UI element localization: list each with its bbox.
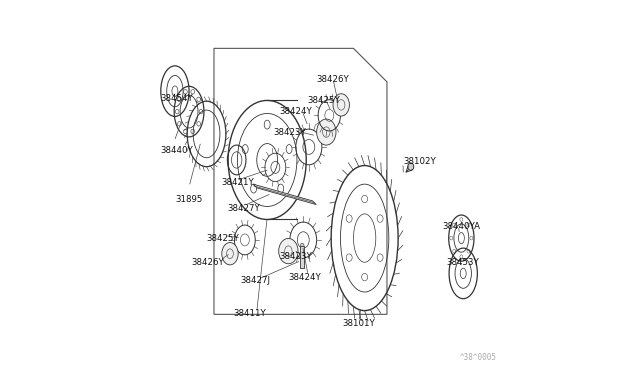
Text: 38424Y: 38424Y — [279, 107, 312, 116]
Ellipse shape — [408, 163, 413, 170]
Ellipse shape — [317, 119, 336, 145]
Text: 38440YA: 38440YA — [443, 222, 481, 231]
Text: ^38^0005: ^38^0005 — [460, 353, 497, 362]
Polygon shape — [300, 246, 304, 268]
Text: 38425Y: 38425Y — [207, 234, 239, 243]
Text: 38440Y: 38440Y — [161, 146, 193, 155]
Text: 38421Y: 38421Y — [221, 178, 254, 187]
Ellipse shape — [333, 94, 349, 116]
Text: 38102Y: 38102Y — [404, 157, 436, 166]
Ellipse shape — [278, 238, 298, 264]
Text: 38427Y: 38427Y — [227, 204, 260, 213]
Text: 38423Y: 38423Y — [279, 252, 312, 261]
Text: 38423Y: 38423Y — [273, 128, 307, 137]
Text: 38454Y: 38454Y — [161, 94, 193, 103]
Text: 38101Y: 38101Y — [342, 319, 375, 328]
Text: 38424Y: 38424Y — [289, 273, 321, 282]
Text: 38453Y: 38453Y — [447, 258, 479, 267]
Text: 38425Y: 38425Y — [307, 96, 340, 105]
Ellipse shape — [222, 243, 238, 265]
Polygon shape — [253, 184, 316, 205]
Text: 38426Y: 38426Y — [191, 258, 225, 267]
Ellipse shape — [300, 243, 304, 248]
Text: 38426Y: 38426Y — [316, 76, 349, 84]
Text: 38427J: 38427J — [240, 276, 270, 285]
Text: 38411Y: 38411Y — [234, 309, 266, 318]
Text: 31895: 31895 — [175, 195, 202, 203]
